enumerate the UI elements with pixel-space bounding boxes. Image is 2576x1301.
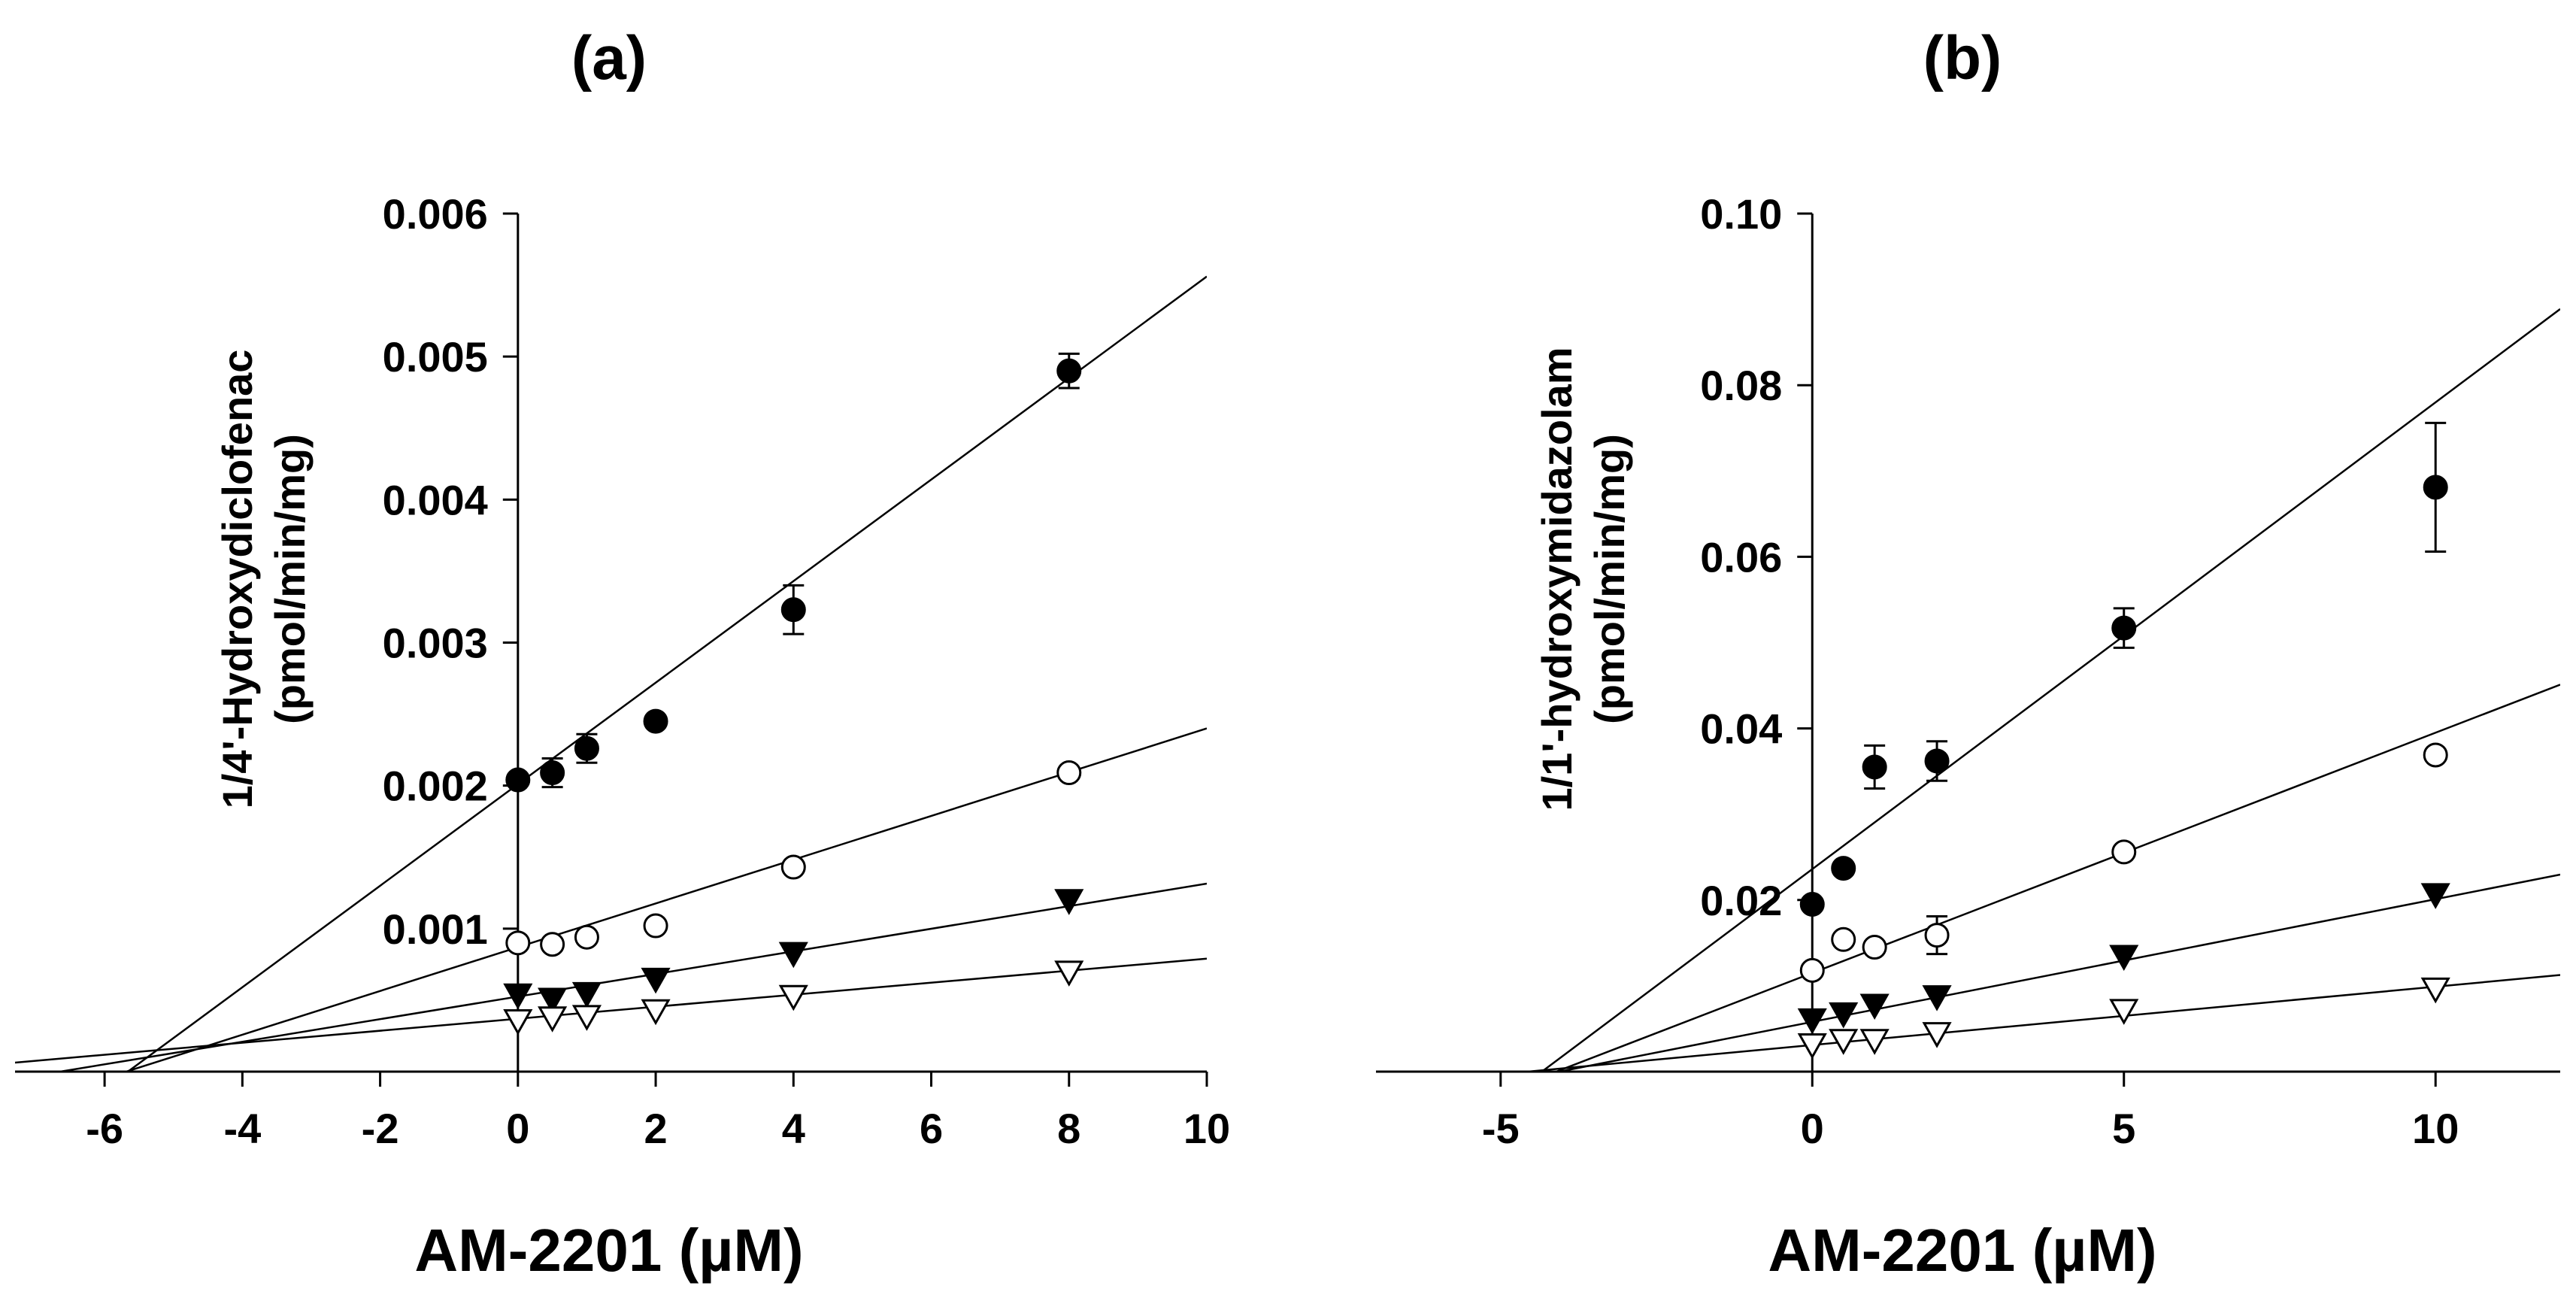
data-point-circle-filled: [1831, 856, 1856, 881]
data-point-circle-open: [2423, 742, 2448, 768]
data-point-circle-filled: [1056, 358, 1082, 384]
data-point-circle-open: [780, 854, 806, 880]
regression-line: [1540, 308, 2560, 1072]
data-point-circle-filled: [643, 708, 668, 734]
data-point-circle-open: [505, 930, 531, 956]
data-point-triangle-open: [1922, 1022, 1952, 1048]
data-point-triangle-filled: [1859, 993, 1890, 1020]
regression-line: [126, 275, 1207, 1072]
data-point-circle-filled: [1862, 754, 1887, 780]
data-point-triangle-filled: [2109, 945, 2139, 972]
regression-line: [1553, 684, 2560, 1072]
panel-a-ylabel-line2: (pmol/min/mg): [266, 434, 314, 724]
regression-line: [1517, 974, 2560, 1072]
y-tick-label: 0.002: [383, 763, 488, 810]
panel-a-plot: -6 -4 -2 0 2 4 6 8 10 0.001 0.002 0.003 0.004 0.005 0.…: [15, 190, 1230, 1152]
data-point-triangle-open: [2109, 999, 2139, 1025]
x-tick-label: 8: [1057, 1105, 1080, 1152]
regression-line: [123, 727, 1207, 1072]
x-tick-label: 2: [644, 1105, 667, 1152]
panel-a: (a) -6 -4 -2 0 2 4 6 8 10 0.001 0.002 0.003 0.004 0.0…: [15, 24, 1230, 1284]
data-point-circle-open: [1799, 957, 1825, 983]
data-point-triangle-open: [1829, 1029, 1859, 1055]
panel-b-label: (b): [1923, 24, 2002, 92]
data-point-circle-filled: [2111, 615, 2137, 641]
data-point-circle-open: [1056, 760, 1082, 786]
data-point-circle-open: [2111, 839, 2137, 865]
data-point-triangle-open: [778, 984, 808, 1011]
data-point-triangle-filled: [503, 983, 533, 1010]
regression-line: [1554, 873, 2560, 1072]
data-point-triangle-filled: [1797, 1008, 1827, 1035]
panel-a-label: (a): [571, 24, 647, 92]
data-point-circle-filled: [2423, 475, 2448, 500]
x-tick-label: -2: [362, 1105, 399, 1152]
data-point-circle-open: [643, 913, 668, 939]
data-point-triangle-open: [538, 1006, 568, 1033]
data-point-triangle-open: [2420, 977, 2450, 1004]
regression-line: [54, 882, 1207, 1072]
data-point-triangle-open: [1054, 960, 1084, 987]
data-point-circle-filled: [1924, 748, 1950, 774]
x-tick-label: 5: [2112, 1105, 2135, 1152]
x-tick-label: 10: [1183, 1105, 1230, 1152]
data-point-circle-open: [1924, 923, 1950, 948]
x-tick-label: 10: [2412, 1105, 2459, 1152]
data-point-triangle-open: [641, 999, 671, 1026]
y-tick-label: 0.10: [1700, 190, 1782, 238]
y-tick-label: 0.06: [1700, 533, 1782, 581]
regression-line: [15, 957, 1207, 1064]
panel-b-ylabel-line2: (pmol/min/mg): [1586, 434, 1633, 724]
data-point-triangle-filled: [778, 942, 808, 969]
data-point-triangle-open: [571, 1005, 602, 1031]
data-point-triangle-filled: [2420, 883, 2450, 909]
panel-b-xlabel: AM-2201 (µM): [1768, 1217, 2156, 1284]
data-point-triangle-filled: [641, 967, 671, 994]
y-tick-label: 0.08: [1700, 362, 1782, 409]
x-tick-label: 0: [506, 1105, 529, 1152]
y-tick-label: 0.02: [1700, 877, 1782, 924]
y-tick-label: 0.04: [1700, 705, 1782, 753]
data-point-triangle-open: [1797, 1033, 1827, 1060]
panel-b-plot: -5 0 5 10 0.02 0.04 0.06 0.08 0.10: [1376, 190, 2560, 1152]
x-tick-label: 4: [782, 1105, 805, 1152]
y-tick-label: 0.006: [383, 190, 488, 238]
data-point-circle-open: [1862, 935, 1887, 960]
x-tick-label: -6: [86, 1105, 123, 1152]
x-tick-label: -5: [1482, 1105, 1520, 1152]
panel-b-ylabel-line1: 1/1'-hydroxymidazolam: [1533, 347, 1580, 811]
data-point-triangle-filled: [571, 981, 602, 1008]
data-point-circle-filled: [1799, 892, 1825, 917]
data-point-circle-filled: [780, 597, 806, 623]
panel-a-ylabel-line1: 1/4'-Hydroxydiclofenac: [214, 350, 261, 809]
data-point-triangle-filled: [538, 987, 568, 1014]
x-tick-label: 6: [920, 1105, 943, 1152]
x-tick-label: 0: [1801, 1105, 1824, 1152]
y-tick-label: 0.001: [383, 905, 488, 953]
data-point-circle-open: [1831, 926, 1856, 952]
data-point-circle-open: [574, 924, 599, 950]
data-point-triangle-open: [1859, 1029, 1890, 1055]
data-point-circle-filled: [574, 735, 599, 761]
data-point-triangle-open: [503, 1009, 533, 1036]
data-point-circle-open: [540, 932, 565, 957]
y-tick-label: 0.003: [383, 620, 488, 667]
data-point-circle-filled: [540, 760, 565, 786]
data-point-triangle-filled: [1922, 985, 1952, 1011]
panel-a-xlabel: AM-2201 (µM): [414, 1217, 803, 1284]
data-point-triangle-filled: [1054, 889, 1084, 915]
y-tick-label: 0.005: [383, 333, 488, 381]
x-tick-label: -4: [223, 1105, 261, 1152]
data-point-triangle-filled: [1829, 1002, 1859, 1029]
data-point-circle-filled: [505, 767, 531, 793]
panel-b: (b) -5 0 5 10 0.02 0.04 0.06 0.08 0.10 1/1'-hydr…: [1376, 24, 2560, 1284]
y-tick-label: 0.004: [383, 476, 488, 523]
